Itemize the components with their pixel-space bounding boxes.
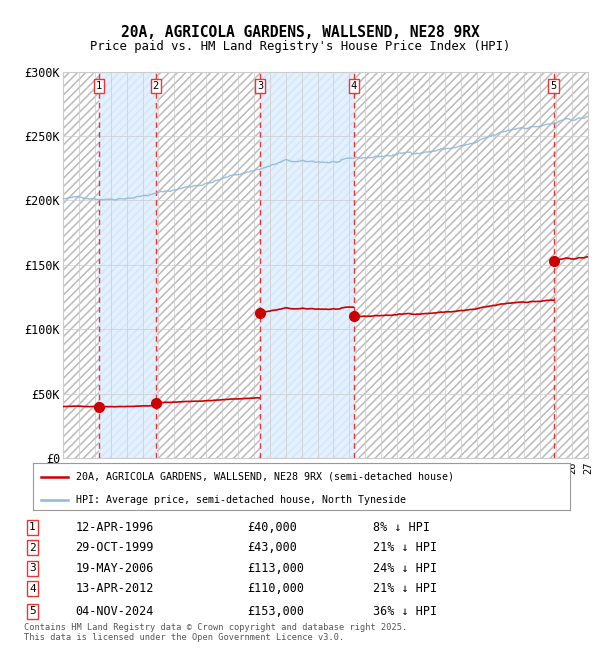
- Text: 19-MAY-2006: 19-MAY-2006: [76, 562, 154, 575]
- Text: 1: 1: [29, 522, 36, 532]
- Text: 29-OCT-1999: 29-OCT-1999: [76, 541, 154, 554]
- Bar: [99, 72, 156, 458]
- Text: 2: 2: [29, 543, 36, 552]
- Text: 21% ↓ HPI: 21% ↓ HPI: [373, 582, 437, 595]
- Text: £43,000: £43,000: [247, 541, 297, 554]
- Text: £153,000: £153,000: [247, 604, 304, 617]
- Text: 8% ↓ HPI: 8% ↓ HPI: [373, 521, 430, 534]
- Text: £110,000: £110,000: [247, 582, 304, 595]
- Bar: [260, 72, 354, 458]
- Text: 5: 5: [551, 81, 557, 91]
- Text: 36% ↓ HPI: 36% ↓ HPI: [373, 604, 437, 617]
- Text: HPI: Average price, semi-detached house, North Tyneside: HPI: Average price, semi-detached house,…: [76, 495, 406, 505]
- Text: 2: 2: [152, 81, 159, 91]
- Text: 4: 4: [29, 584, 36, 593]
- Text: 3: 3: [257, 81, 263, 91]
- Text: 04-NOV-2024: 04-NOV-2024: [76, 604, 154, 617]
- Text: 20A, AGRICOLA GARDENS, WALLSEND, NE28 9RX: 20A, AGRICOLA GARDENS, WALLSEND, NE28 9R…: [121, 25, 479, 40]
- Text: Price paid vs. HM Land Registry's House Price Index (HPI): Price paid vs. HM Land Registry's House …: [90, 40, 510, 53]
- Text: 4: 4: [350, 81, 357, 91]
- Text: 13-APR-2012: 13-APR-2012: [76, 582, 154, 595]
- Text: 20A, AGRICOLA GARDENS, WALLSEND, NE28 9RX (semi-detached house): 20A, AGRICOLA GARDENS, WALLSEND, NE28 9R…: [76, 471, 454, 482]
- Text: 24% ↓ HPI: 24% ↓ HPI: [373, 562, 437, 575]
- Text: 1: 1: [96, 81, 103, 91]
- Text: Contains HM Land Registry data © Crown copyright and database right 2025.
This d: Contains HM Land Registry data © Crown c…: [24, 623, 407, 642]
- Text: £40,000: £40,000: [247, 521, 297, 534]
- Text: 3: 3: [29, 563, 36, 573]
- Text: 5: 5: [29, 606, 36, 616]
- Text: 12-APR-1996: 12-APR-1996: [76, 521, 154, 534]
- Text: £113,000: £113,000: [247, 562, 304, 575]
- Text: 21% ↓ HPI: 21% ↓ HPI: [373, 541, 437, 554]
